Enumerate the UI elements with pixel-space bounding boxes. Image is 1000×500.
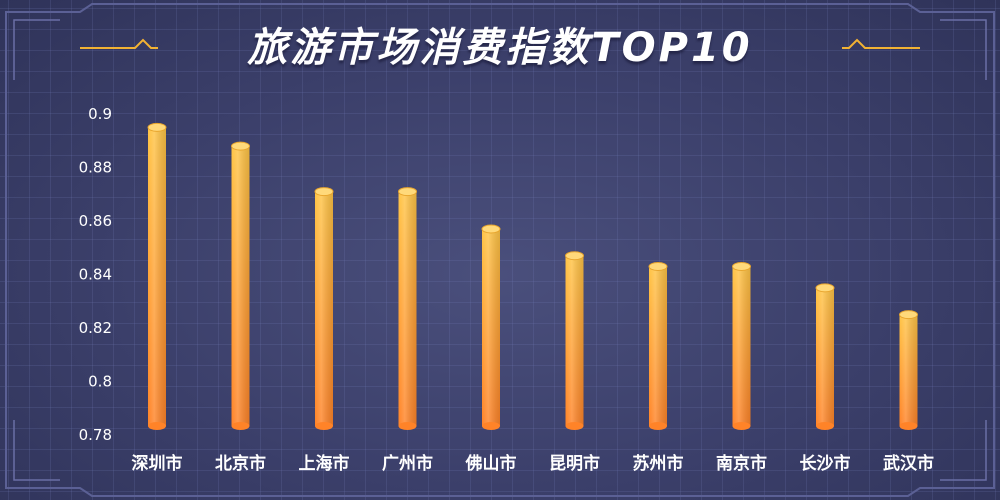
bar-base-cap (732, 422, 751, 430)
bar-shine (231, 146, 250, 426)
x-category-label: 上海市 (299, 453, 350, 474)
bar-top-cap (231, 141, 250, 151)
bar-top-cap (314, 187, 334, 197)
bar-base-cap (148, 422, 166, 430)
y-tick-label: 0.78 (79, 426, 112, 444)
bars-group (147, 122, 918, 430)
bar (481, 224, 501, 430)
bar-top-cap (815, 283, 835, 293)
bar-base-cap (565, 422, 584, 430)
bar-shine (398, 191, 417, 426)
bar-top-cap (398, 187, 417, 197)
bar-top-cap (899, 310, 918, 320)
y-tick-label: 0.82 (79, 319, 112, 337)
bar (314, 187, 334, 430)
chart-title: 旅游市场消费指数TOP10 (247, 25, 753, 71)
y-tick-label: 0.9 (88, 105, 112, 123)
bar-shine (899, 314, 918, 426)
bar-top-cap (481, 224, 501, 234)
x-category-label: 武汉市 (883, 453, 934, 474)
bar-base-cap (398, 422, 417, 430)
y-axis: 0.9 0.88 0.86 0.84 0.82 0.8 0.78 (79, 105, 112, 444)
bar-base-cap (816, 422, 834, 430)
bar-shine (148, 127, 166, 426)
bar-shine (732, 266, 751, 426)
bar-shine (315, 191, 333, 426)
x-category-label: 南京市 (716, 453, 767, 474)
bar (565, 251, 584, 430)
y-tick-label: 0.88 (79, 159, 112, 177)
x-category-label: 佛山市 (465, 453, 517, 474)
bar-base-cap (231, 422, 250, 430)
bar-base-cap (482, 422, 500, 430)
bar (147, 122, 167, 430)
y-tick-label: 0.86 (79, 212, 112, 230)
bar-base-cap (899, 422, 918, 430)
bar-shine (816, 287, 834, 426)
bar-top-cap (648, 261, 668, 271)
bar (231, 141, 250, 430)
x-axis: 深圳市 北京市 上海市 广州市 佛山市 昆明市 苏州市 南京市 长沙市 武汉市 (132, 453, 935, 474)
x-category-label: 北京市 (215, 453, 266, 474)
bar-shine (565, 255, 584, 426)
x-category-label: 长沙市 (800, 453, 851, 474)
x-category-label: 广州市 (382, 453, 433, 474)
bar-base-cap (315, 422, 333, 430)
x-category-label: 昆明市 (549, 453, 600, 474)
bar-top-cap (565, 251, 584, 261)
bar-base-cap (649, 422, 667, 430)
bar-shine (649, 266, 667, 426)
y-tick-label: 0.84 (79, 266, 112, 284)
bar (648, 261, 668, 430)
x-category-label: 苏州市 (633, 453, 684, 474)
bar (398, 187, 417, 430)
bar (815, 283, 835, 430)
bar (732, 261, 751, 430)
bar-shine (482, 229, 500, 426)
bar (899, 310, 918, 430)
bar-top-cap (147, 122, 167, 132)
y-tick-label: 0.8 (88, 373, 112, 391)
x-category-label: 深圳市 (132, 453, 183, 474)
bar-top-cap (732, 261, 751, 271)
